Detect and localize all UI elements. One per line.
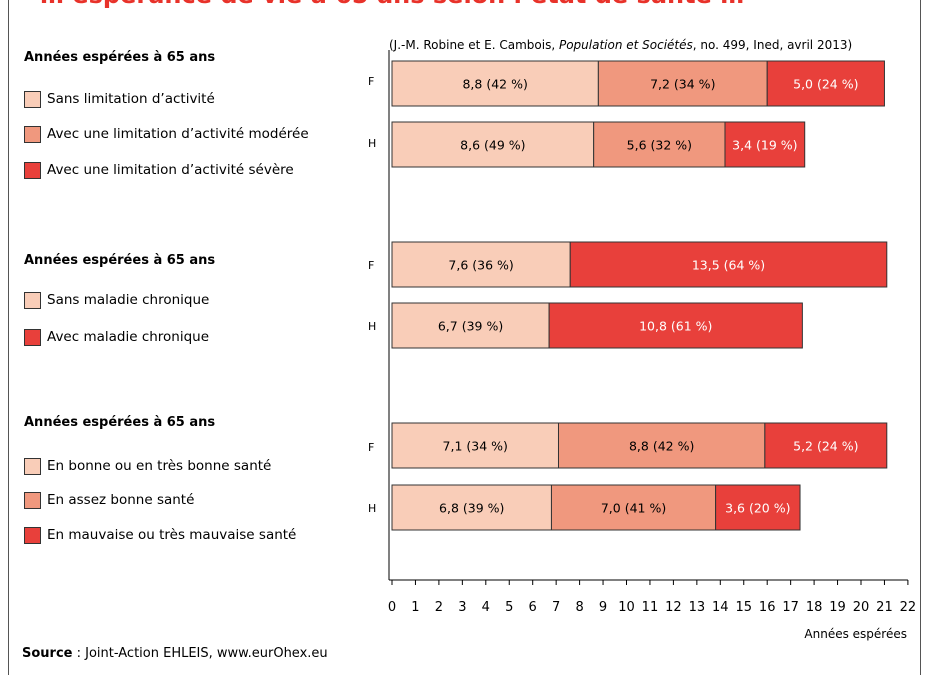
bar-category-label: H — [368, 137, 377, 150]
legend-swatch — [24, 161, 41, 179]
legend-heading-1: Années espérées à 65 ans — [24, 50, 216, 65]
x-tick-label: 22 — [900, 600, 917, 615]
legend-label: Sans limitation d’activité — [47, 91, 215, 107]
bar-category-label: H — [368, 320, 377, 333]
bar-segment-label: 7,6 (36 %) — [448, 258, 513, 273]
bar-segment-label: 5,2 (24 %) — [793, 439, 858, 454]
x-tick-label: 4 — [482, 600, 490, 615]
legend-item: Sans maladie chronique — [24, 289, 209, 311]
legend-label: En assez bonne santé — [47, 492, 195, 508]
legend-item: En assez bonne santé — [24, 489, 194, 511]
legend-label: En mauvaise ou très mauvaise santé — [47, 527, 297, 543]
x-tick-label: 13 — [689, 600, 706, 615]
legend-item: Avec une limitation d’activité modérée — [24, 123, 309, 145]
source-note: Source : Joint-Action EHLEIS, www.eurOhe… — [22, 646, 328, 661]
bar-segment-label: 10,8 (61 %) — [639, 319, 712, 334]
legend-swatch — [24, 328, 41, 346]
legend-label: En bonne ou en très bonne santé — [47, 458, 272, 474]
citation: (J.-M. Robine et E. Cambois, Population … — [389, 38, 853, 52]
bar-segment-label: 8,8 (42 %) — [629, 439, 694, 454]
legend-label: Avec maladie chronique — [47, 329, 210, 345]
frame-right-border — [920, 0, 921, 675]
bar-segment — [550, 484, 717, 531]
legend-item: Avec maladie chronique — [24, 326, 209, 348]
x-tick-label: 1 — [411, 600, 419, 615]
bar-segment-label: 8,8 (42 %) — [462, 77, 527, 92]
legend-item: Avec une limitation d’activité sévère — [24, 159, 294, 181]
bar-segment — [391, 241, 571, 288]
bar-segment-label: 5,6 (32 %) — [627, 138, 692, 153]
bar-segment-label: 7,2 (34 %) — [650, 77, 715, 92]
bar-segment-label: 6,8 (39 %) — [439, 501, 504, 516]
bar-segment — [764, 422, 888, 469]
bar-segment — [391, 484, 552, 531]
bar-segment-label: 5,0 (24 %) — [793, 77, 858, 92]
source-label: Source — [22, 646, 73, 661]
x-tick-label: 18 — [806, 600, 823, 615]
x-tick-label: 15 — [735, 600, 752, 615]
bar-segment — [569, 241, 888, 288]
x-tick-label: 8 — [575, 600, 583, 615]
x-tick-label: 12 — [665, 600, 682, 615]
legend-heading-3: Années espérées à 65 ans — [24, 415, 216, 430]
x-tick-label: 19 — [829, 600, 846, 615]
legend-swatch — [24, 457, 41, 475]
legend-swatch — [24, 291, 41, 309]
bar-category-label: F — [368, 259, 375, 272]
legend-swatch — [24, 526, 41, 544]
x-tick-label: 17 — [782, 600, 799, 615]
x-tick-label: 14 — [712, 600, 729, 615]
legend-label: Sans maladie chronique — [47, 292, 210, 308]
x-tick-label: 3 — [458, 600, 466, 615]
chart-title: … espérance de vie à 65 ans selon l’état… — [40, 0, 900, 8]
legend-swatch — [24, 491, 41, 509]
x-tick-label: 7 — [552, 600, 560, 615]
bar-category-label: F — [368, 441, 375, 454]
bar-segment — [391, 60, 599, 107]
bar-category-label: H — [368, 502, 377, 515]
bar-segment-label: 6,7 (39 %) — [438, 319, 503, 334]
bar-segment-label: 13,5 (64 %) — [692, 258, 765, 273]
bar-segment — [391, 422, 559, 469]
legend-swatch — [24, 90, 41, 108]
bar-segment-label: 7,1 (34 %) — [443, 439, 508, 454]
bar-segment — [715, 484, 801, 531]
bar-segment — [597, 60, 768, 107]
x-tick-label: 21 — [876, 600, 893, 615]
bar-segment-label: 8,6 (49 %) — [460, 138, 525, 153]
legend-item: Sans limitation d’activité — [24, 88, 215, 110]
bar-segment — [593, 121, 726, 168]
x-tick-label: 0 — [388, 600, 396, 615]
x-tick-label: 11 — [642, 600, 659, 615]
legend-label: Avec une limitation d’activité modérée — [47, 126, 309, 142]
bar-segment — [724, 121, 806, 168]
x-tick-label: 2 — [435, 600, 443, 615]
bar-segment-label: 7,0 (41 %) — [601, 501, 666, 516]
legend-swatch — [24, 125, 41, 143]
x-axis-label: Années espérées — [804, 627, 907, 641]
legend-item: En mauvaise ou très mauvaise santé — [24, 524, 296, 546]
x-tick-label: 20 — [853, 600, 870, 615]
bar-category-label: F — [368, 75, 375, 88]
bar-segment-label: 3,4 (19 %) — [732, 138, 797, 153]
bar-segment — [766, 60, 885, 107]
x-tick-label: 16 — [759, 600, 776, 615]
legend-heading-2: Années espérées à 65 ans — [24, 253, 216, 268]
frame-left-border — [8, 0, 9, 675]
x-tick-label: 6 — [529, 600, 537, 615]
x-tick-label: 5 — [505, 600, 513, 615]
bar-segment-label: 3,6 (20 %) — [725, 501, 790, 516]
legend-label: Avec une limitation d’activité sévère — [47, 162, 294, 178]
x-tick-label: 10 — [618, 600, 635, 615]
source-text: : Joint-Action EHLEIS, www.eurOhex.eu — [72, 646, 328, 661]
bar-segment — [557, 422, 766, 469]
bar-segment — [548, 302, 803, 349]
legend-item: En bonne ou en très bonne santé — [24, 455, 271, 477]
x-tick-label: 9 — [599, 600, 607, 615]
